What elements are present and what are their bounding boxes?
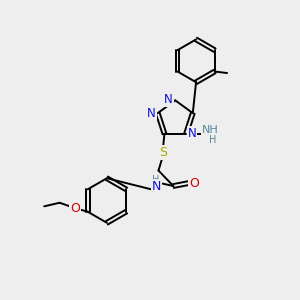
Text: N: N <box>188 127 197 140</box>
Text: H: H <box>152 175 160 185</box>
Text: S: S <box>159 146 167 159</box>
Text: NH: NH <box>202 125 219 135</box>
Text: O: O <box>70 202 80 214</box>
Text: N: N <box>152 180 161 193</box>
Text: O: O <box>189 176 199 190</box>
Text: N: N <box>147 106 156 120</box>
Text: H: H <box>209 135 217 145</box>
Text: N: N <box>164 93 173 106</box>
